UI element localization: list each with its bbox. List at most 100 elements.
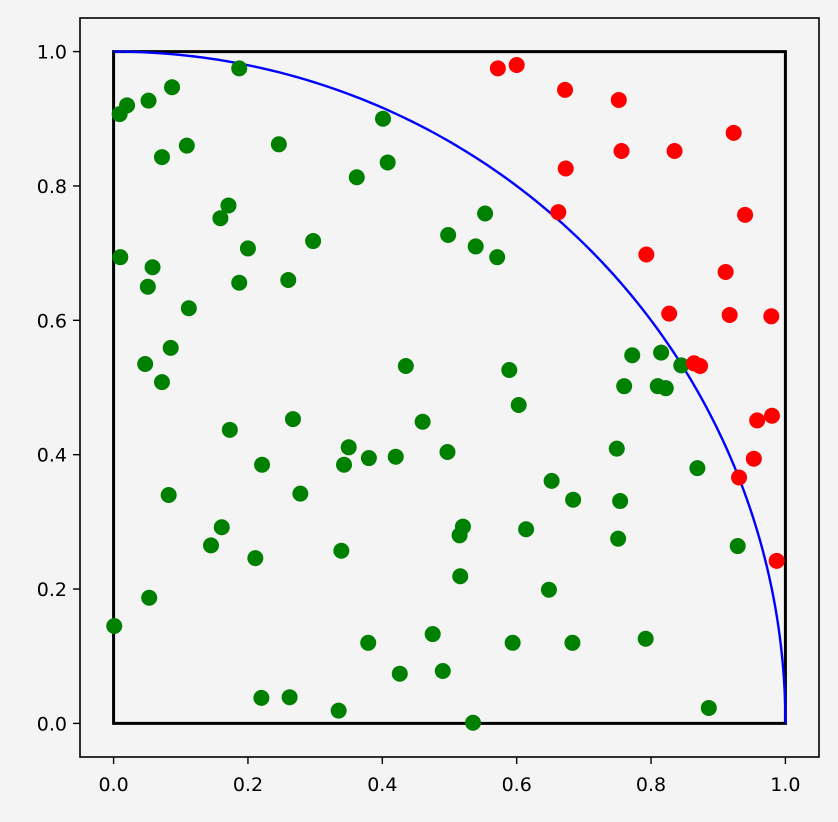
outside-point [661, 305, 678, 322]
y-tick-label: 0.2 [37, 579, 67, 601]
y-axis: 0.0 0.2 0.4 0.6 0.8 1.0 [37, 42, 80, 735]
inside-point [729, 538, 746, 555]
axes-frame [79, 17, 820, 758]
x-tick-label: 1.0 [770, 774, 800, 796]
inside-point [434, 663, 451, 680]
inside-point [612, 493, 629, 510]
inside-point [153, 149, 170, 166]
inside-point [374, 110, 391, 127]
unit-square [112, 50, 787, 725]
inside-point [162, 339, 179, 356]
inside-point [336, 456, 353, 473]
inside-point [140, 92, 157, 109]
inside-point [203, 537, 219, 554]
outside-point [550, 204, 567, 221]
outside-point [737, 206, 754, 223]
inside-point [231, 60, 248, 77]
inside-point [348, 169, 365, 186]
inside-point [239, 240, 256, 257]
outside-point [725, 124, 742, 141]
outside-point [745, 450, 762, 467]
inside-point [333, 542, 350, 559]
inside-point [284, 411, 301, 428]
inside-point [624, 347, 641, 364]
inside-point [501, 362, 518, 379]
inside-point [111, 106, 128, 123]
outside-point [489, 60, 506, 77]
quarter-circle-arc [113, 50, 787, 724]
inside-point [397, 358, 414, 374]
inside-point [700, 699, 717, 716]
inside-point [330, 702, 347, 719]
y-tick-label: 0.0 [37, 713, 67, 735]
inside-point [360, 634, 377, 651]
outside-point [557, 160, 574, 177]
inside-point [139, 278, 156, 295]
inside-point [281, 689, 298, 706]
y-tick-label: 0.6 [37, 310, 67, 332]
inside-point [608, 440, 625, 457]
outside-point [731, 469, 748, 486]
inside-point [467, 238, 484, 255]
inside-point [440, 227, 457, 243]
inside-point [137, 355, 154, 372]
inside-point [689, 460, 706, 477]
x-tick-label: 0.4 [367, 774, 397, 796]
outside-point [638, 246, 655, 263]
outside-point [666, 143, 683, 160]
inside-point [477, 205, 494, 222]
inside-point [213, 519, 230, 536]
outside-point [749, 412, 766, 429]
inside-point [540, 581, 557, 598]
outside-point [610, 91, 627, 108]
inside-point [360, 450, 377, 467]
inside-point [452, 568, 469, 585]
inside-point [254, 456, 271, 473]
inside-point [280, 272, 297, 289]
outside-point [768, 552, 785, 569]
inside-point [106, 618, 123, 634]
inside-point [518, 521, 535, 538]
inside-point [504, 634, 521, 651]
outside-point [721, 306, 738, 323]
y-tick-label: 1.0 [37, 42, 67, 64]
plot-area [80, 18, 819, 757]
inside-point [653, 344, 670, 361]
inside-point [247, 550, 264, 567]
outside-point [763, 308, 780, 325]
inside-point [465, 714, 482, 731]
inside-point [616, 378, 633, 395]
inside-point [220, 197, 237, 214]
inside-point [231, 274, 248, 291]
outside-point [763, 407, 780, 424]
inside-point [292, 485, 309, 502]
inside-point [379, 154, 396, 171]
outside-point [692, 358, 709, 374]
inside-point [164, 79, 181, 96]
inside-point [564, 634, 581, 651]
inside-point [439, 443, 456, 460]
inside-point [673, 357, 690, 374]
outside-point [508, 57, 525, 74]
x-tick-label: 0.8 [636, 774, 666, 796]
inside-point [253, 689, 270, 706]
inside-point [451, 527, 468, 544]
inside-point [657, 380, 674, 397]
inside-point [305, 233, 322, 250]
x-tick-label: 0.0 [98, 774, 128, 796]
inside-point [387, 448, 404, 465]
inside-point [144, 259, 161, 276]
inside-point [178, 137, 195, 154]
outside-point [557, 81, 574, 98]
x-tick-label: 0.2 [233, 774, 263, 796]
inside-point [221, 421, 238, 438]
inside-point [160, 486, 177, 503]
x-axis: 0.0 0.2 0.4 0.6 0.8 1.0 [98, 757, 801, 796]
outside-point [717, 263, 734, 280]
y-tick-label: 0.8 [37, 176, 67, 198]
inside-point [414, 413, 431, 430]
inside-point [212, 210, 229, 227]
outside-point [613, 143, 630, 160]
inside-point [610, 530, 627, 547]
reference-shapes [112, 50, 787, 725]
